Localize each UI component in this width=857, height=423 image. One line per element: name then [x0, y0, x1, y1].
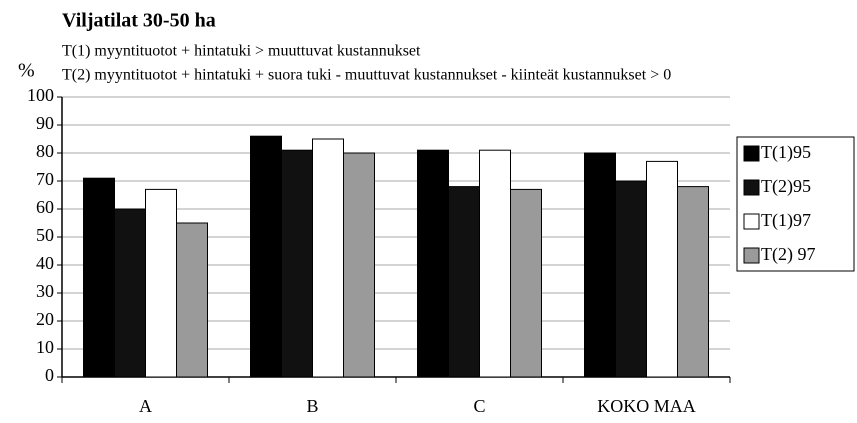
x-tick-label: C: [473, 396, 485, 416]
y-tick-label: 70: [36, 169, 54, 189]
annotation: T(1) myyntituotot + hintatuki > muuttuva…: [62, 43, 421, 60]
annotation: T(2) myyntituotot + hintatuki + suora tu…: [62, 67, 671, 84]
bar: [448, 186, 480, 378]
legend-swatch: [743, 145, 760, 162]
y-tick-label: 40: [36, 253, 54, 273]
x-tick-label: B: [306, 396, 318, 416]
bar: [677, 186, 709, 378]
legend-swatch: [743, 179, 760, 196]
legend-label: T(1)97: [761, 210, 811, 231]
legend-label: T(2)95: [761, 176, 811, 197]
bar: [176, 222, 208, 378]
legend-label: T(2) 97: [761, 244, 815, 265]
bar: [479, 149, 511, 378]
x-tick-label: KOKO MAA: [597, 396, 696, 416]
bar: [312, 138, 344, 378]
y-tick-label: 60: [36, 197, 54, 217]
legend-swatch: [743, 247, 760, 264]
bar: [83, 177, 115, 378]
bar: [114, 208, 146, 378]
bar: [510, 188, 542, 378]
y-tick-label: 30: [36, 281, 54, 301]
bar: [145, 188, 177, 378]
legend-swatch: [743, 213, 760, 230]
bar: [343, 152, 375, 378]
bar: [281, 149, 313, 378]
y-tick-label: 100: [27, 85, 54, 105]
y-tick-label: 50: [36, 225, 54, 245]
bar: [646, 160, 678, 378]
bar: [250, 135, 282, 378]
bar: [584, 152, 616, 378]
y-tick-label: 90: [36, 113, 54, 133]
chart-title: Viljatilat 30-50 ha: [62, 10, 216, 32]
y-axis-label: %: [18, 60, 35, 82]
x-tick-label: A: [139, 396, 152, 416]
bar: [417, 149, 449, 378]
bar: [615, 180, 647, 378]
y-tick-label: 20: [36, 309, 54, 329]
y-tick-label: 10: [36, 337, 54, 357]
y-tick-label: 0: [45, 365, 54, 385]
legend-label: T(1)95: [761, 142, 811, 163]
y-tick-label: 80: [36, 141, 54, 161]
